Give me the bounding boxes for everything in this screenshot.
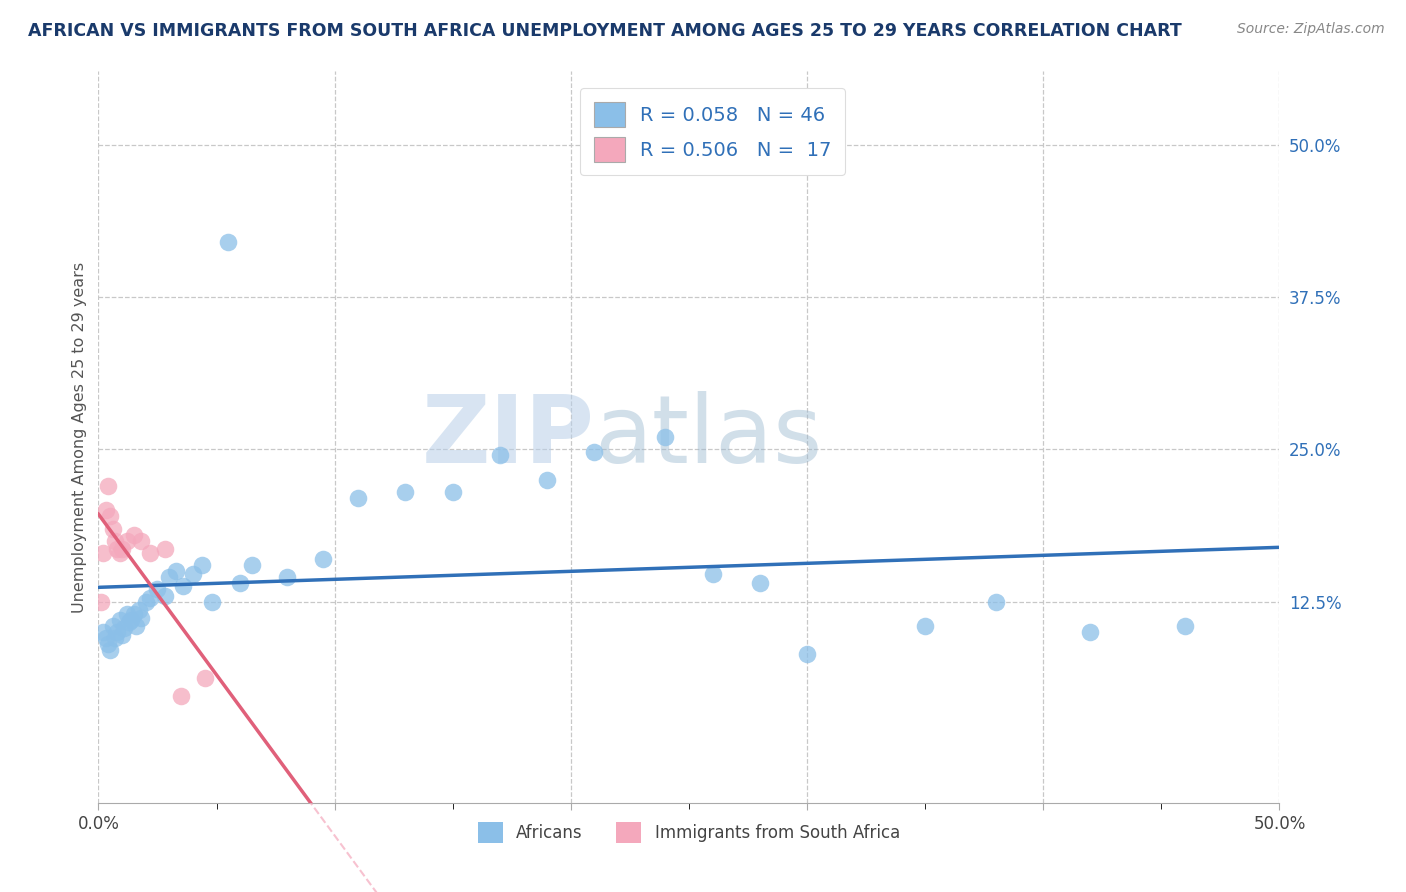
Point [654,430,676,444]
Point [122,607,145,621]
Point [153,589,176,603]
Text: Source: ZipAtlas.com: Source: ZipAtlas.com [1237,22,1385,37]
Point [347,491,370,505]
Point [104,533,127,548]
Point [111,542,134,557]
Point [128,603,150,617]
Point [240,558,263,573]
Point [125,619,148,633]
Text: ZIP: ZIP [422,391,595,483]
Point [101,521,124,535]
Point [312,552,335,566]
Point [98,509,121,524]
Point [91,546,114,560]
Point [170,689,193,703]
Point [139,546,162,560]
Point [1174,619,1197,633]
Point [97,637,120,651]
Point [90,594,112,608]
Point [105,542,128,557]
Legend: Africans, Immigrants from South Africa: Africans, Immigrants from South Africa [471,815,907,849]
Text: AFRICAN VS IMMIGRANTS FROM SOUTH AFRICA UNEMPLOYMENT AMONG AGES 25 TO 29 YEARS C: AFRICAN VS IMMIGRANTS FROM SOUTH AFRICA … [28,22,1182,40]
Point [157,570,180,584]
Point [105,625,128,640]
Point [489,448,512,462]
Point [217,235,239,249]
Point [118,615,141,630]
Point [914,619,936,633]
Point [276,570,298,584]
Point [115,533,138,548]
Point [122,527,145,541]
Point [115,607,138,621]
Point [135,594,157,608]
Point [139,591,162,605]
Text: atlas: atlas [595,391,823,483]
Point [181,566,204,581]
Point [108,613,131,627]
Point [101,619,124,633]
Y-axis label: Unemployment Among Ages 25 to 29 years: Unemployment Among Ages 25 to 29 years [72,261,87,613]
Point [394,485,416,500]
Point [748,576,770,591]
Point [194,672,217,686]
Point [121,613,143,627]
Point [104,632,127,646]
Point [984,594,1007,608]
Point [1080,625,1102,640]
Point [111,627,134,641]
Point [129,533,152,548]
Point [229,576,252,591]
Point [172,579,194,593]
Point [796,647,818,661]
Point [702,566,724,581]
Point [201,594,224,608]
Point [191,558,214,573]
Point [165,564,187,578]
Point [94,632,117,646]
Point [441,485,464,500]
Point [112,622,135,636]
Point [108,546,131,560]
Point [98,643,121,657]
Point [146,582,169,597]
Point [583,444,606,458]
Point [129,610,152,624]
Point [97,479,120,493]
Point [153,542,176,557]
Point [94,503,117,517]
Point [91,625,114,640]
Point [536,473,558,487]
